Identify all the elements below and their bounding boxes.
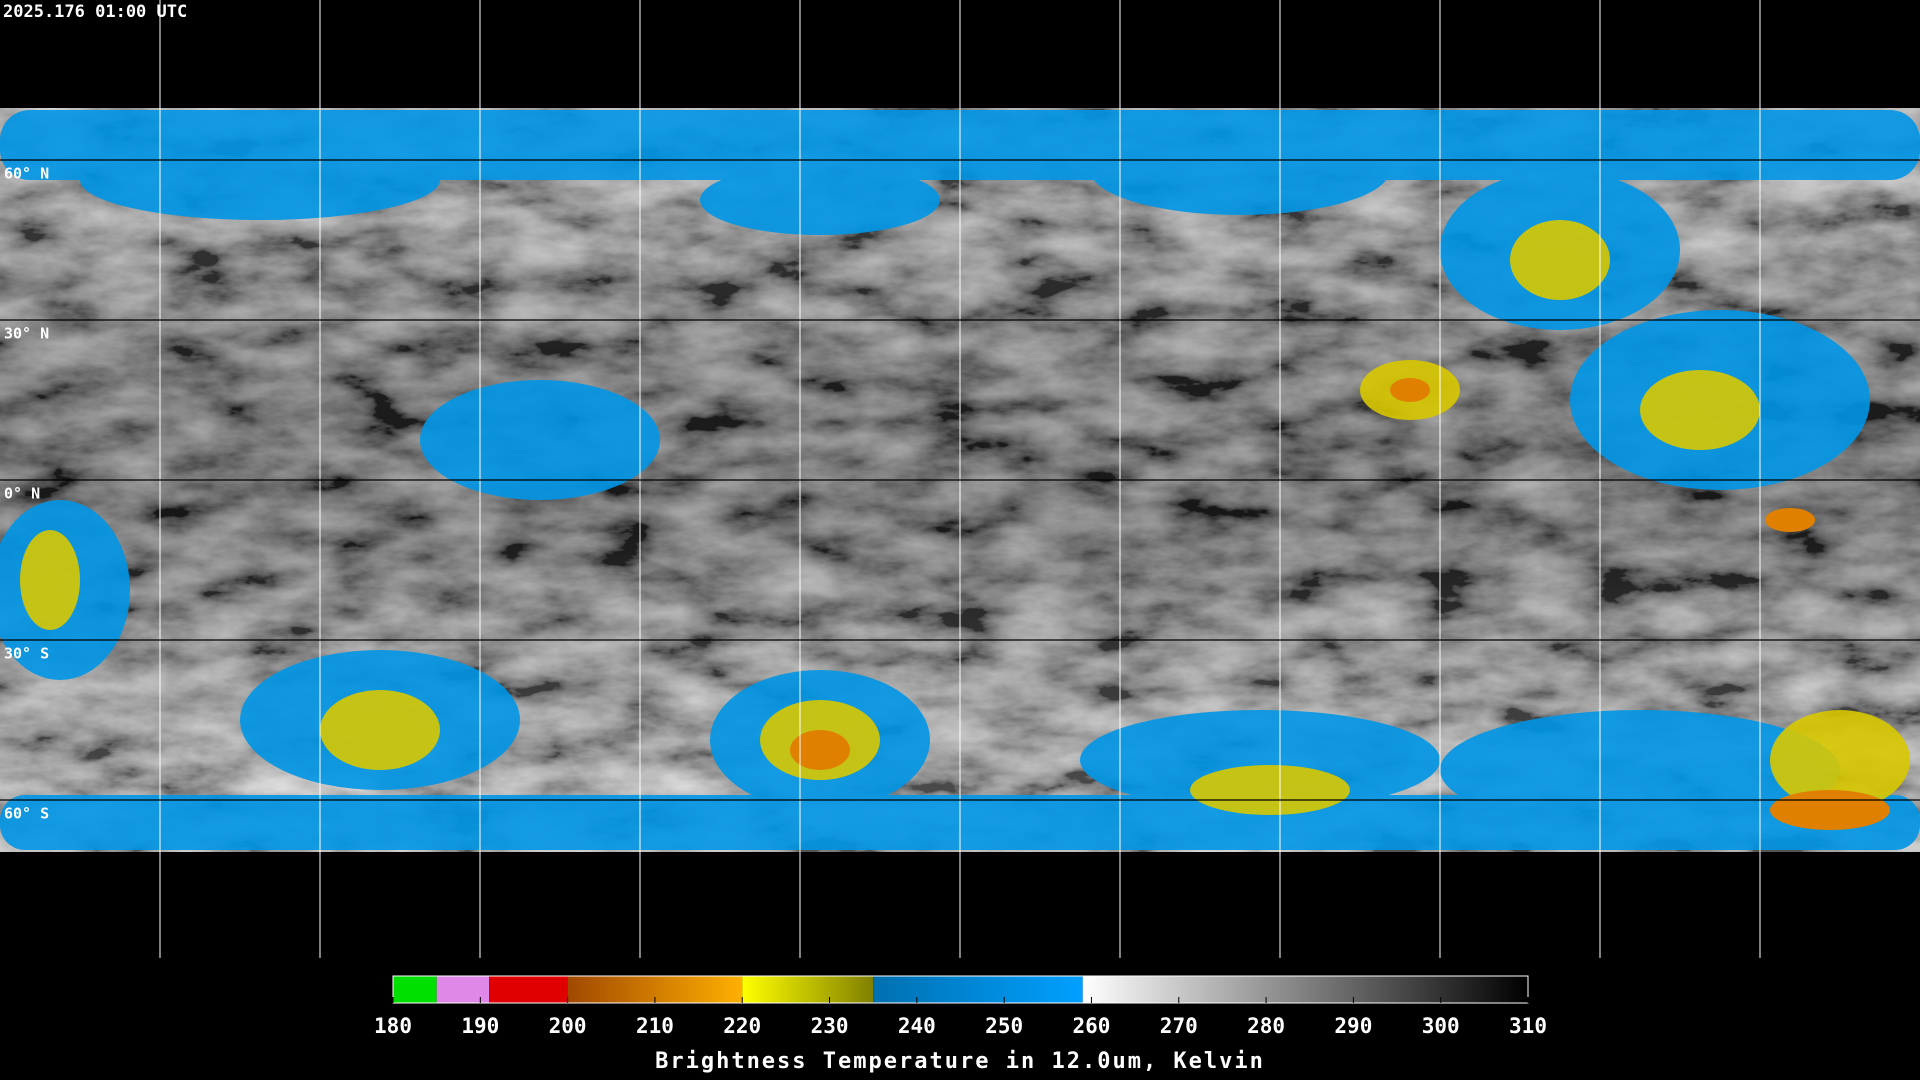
- colder-cloud-tops: [20, 220, 1910, 815]
- colorbar-tick-label: 290: [1334, 1014, 1372, 1038]
- colorbar-tick-label: 240: [898, 1014, 936, 1038]
- colorbar-tick-label: 280: [1247, 1014, 1285, 1038]
- colorbar-title: Brightness Temperature in 12.0um, Kelvin: [655, 1049, 1265, 1074]
- latitude-label: 60° N: [4, 165, 49, 183]
- colorbar-tick-label: 260: [1072, 1014, 1110, 1038]
- latitude-label: 60° S: [4, 805, 49, 823]
- colorbar-segment: [436, 976, 490, 1003]
- colorbar-tick-label: 270: [1160, 1014, 1198, 1038]
- colorbar-tick-label: 310: [1509, 1014, 1547, 1038]
- colorbar: 180 190 200 210 220 230 240 250 260 270 280 290 300 3…: [374, 975, 1547, 1038]
- timestamp: 2025.176 01:00 UTC: [3, 2, 187, 22]
- latitude-label: 30° N: [4, 325, 49, 343]
- graticule: 60° N 30° N 0° N 30° S 60° S: [4, 0, 1761, 958]
- colorbar-segment: [393, 976, 437, 1003]
- colorbar-segment: [873, 976, 1083, 1003]
- colorbar-tick-label: 250: [985, 1014, 1023, 1038]
- colorbar-tick-label: 230: [811, 1014, 849, 1038]
- latitude-label: 30° S: [4, 645, 49, 663]
- colorbar-frame: [392, 975, 1529, 1004]
- latitude-label: 0° N: [4, 485, 40, 503]
- colorbar-tick-label: 190: [461, 1014, 499, 1038]
- colorbar-tick-label: 300: [1422, 1014, 1460, 1038]
- colorbar-tick-label: 210: [636, 1014, 674, 1038]
- colorbar-tick-label: 180: [374, 1014, 412, 1038]
- colorbar-segment: [1082, 976, 1528, 1003]
- colorbar-segment: [742, 976, 874, 1003]
- colorbar-segment: [489, 976, 568, 1003]
- colorbar-tick-label: 200: [549, 1014, 587, 1038]
- colorbar-tick-label: 220: [723, 1014, 761, 1038]
